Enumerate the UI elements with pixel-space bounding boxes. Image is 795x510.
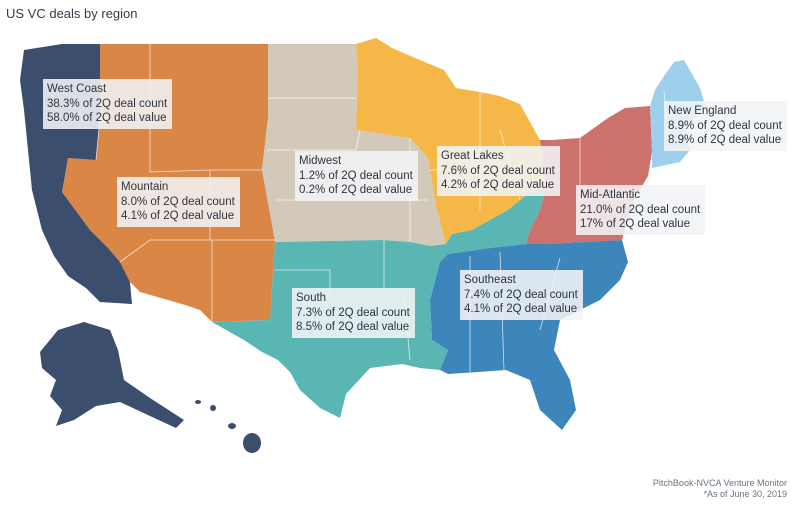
label-great-lakes: Great Lakes 7.6% of 2Q deal count 4.2% o…	[437, 146, 560, 196]
label-mid-atlantic-count: 21.0% of 2Q deal count	[580, 203, 701, 216]
label-mountain-name: Mountain	[121, 181, 169, 193]
label-south-count: 7.3% of 2Q deal count	[296, 306, 410, 319]
label-new-england: New England 8.9% of 2Q deal count 8.9% o…	[664, 101, 787, 151]
label-southeast-value: 4.1% of 2Q deal value	[464, 303, 578, 315]
source-note: PitchBook-NVCA Venture Monitor *As of Ju…	[653, 478, 787, 500]
region-west-coast-hawaii-1[interactable]	[243, 433, 261, 453]
label-mountain-count: 8.0% of 2Q deal count	[121, 195, 235, 208]
label-midwest-count: 1.2% of 2Q deal count	[299, 169, 413, 182]
label-great-lakes-count: 7.6% of 2Q deal count	[441, 164, 555, 177]
label-midwest-name: Midwest	[299, 155, 342, 167]
label-west-coast-count: 38.3% of 2Q deal count	[47, 97, 168, 110]
as-of-line: *As of June 30, 2019	[703, 489, 787, 499]
region-west-coast-hawaii-3[interactable]	[210, 405, 216, 411]
label-mountain: Mountain 8.0% of 2Q deal count 4.1% of 2…	[117, 177, 240, 227]
label-west-coast: West Coast 38.3% of 2Q deal count 58.0% …	[43, 79, 173, 129]
label-mid-atlantic-name: Mid-Atlantic	[580, 189, 641, 201]
region-west-coast-alaska[interactable]	[40, 322, 184, 428]
source-line: PitchBook-NVCA Venture Monitor	[652, 478, 787, 488]
label-southeast: Southeast 7.4% of 2Q deal count 4.1% of …	[460, 270, 583, 320]
label-south-value: 8.5% of 2Q deal value	[296, 321, 410, 333]
region-west-coast-hawaii-2[interactable]	[228, 423, 236, 429]
label-new-england-value: 8.9% of 2Q deal value	[668, 134, 782, 146]
label-great-lakes-name: Great Lakes	[441, 150, 504, 162]
label-new-england-name: New England	[668, 105, 737, 117]
region-southeast[interactable]	[430, 240, 628, 430]
label-midwest: Midwest 1.2% of 2Q deal count 0.2% of 2Q…	[295, 151, 418, 201]
label-midwest-value: 0.2% of 2Q deal value	[299, 184, 413, 196]
label-west-coast-name: West Coast	[47, 83, 107, 95]
label-west-coast-value: 58.0% of 2Q deal value	[47, 112, 167, 124]
label-southeast-count: 7.4% of 2Q deal count	[464, 288, 578, 301]
map-title: US VC deals by region	[6, 6, 138, 21]
label-mid-atlantic: Mid-Atlantic 21.0% of 2Q deal count 17% …	[576, 185, 706, 235]
label-new-england-count: 8.9% of 2Q deal count	[668, 119, 782, 132]
label-mid-atlantic-value: 17% of 2Q deal value	[580, 218, 690, 230]
label-mountain-value: 4.1% of 2Q deal value	[121, 210, 235, 222]
region-west-coast-hawaii-4[interactable]	[195, 400, 201, 404]
label-south-name: South	[296, 292, 327, 304]
label-south: South 7.3% of 2Q deal count 8.5% of 2Q d…	[292, 288, 415, 338]
label-great-lakes-value: 4.2% of 2Q deal value	[441, 179, 555, 191]
label-southeast-name: Southeast	[464, 274, 516, 286]
